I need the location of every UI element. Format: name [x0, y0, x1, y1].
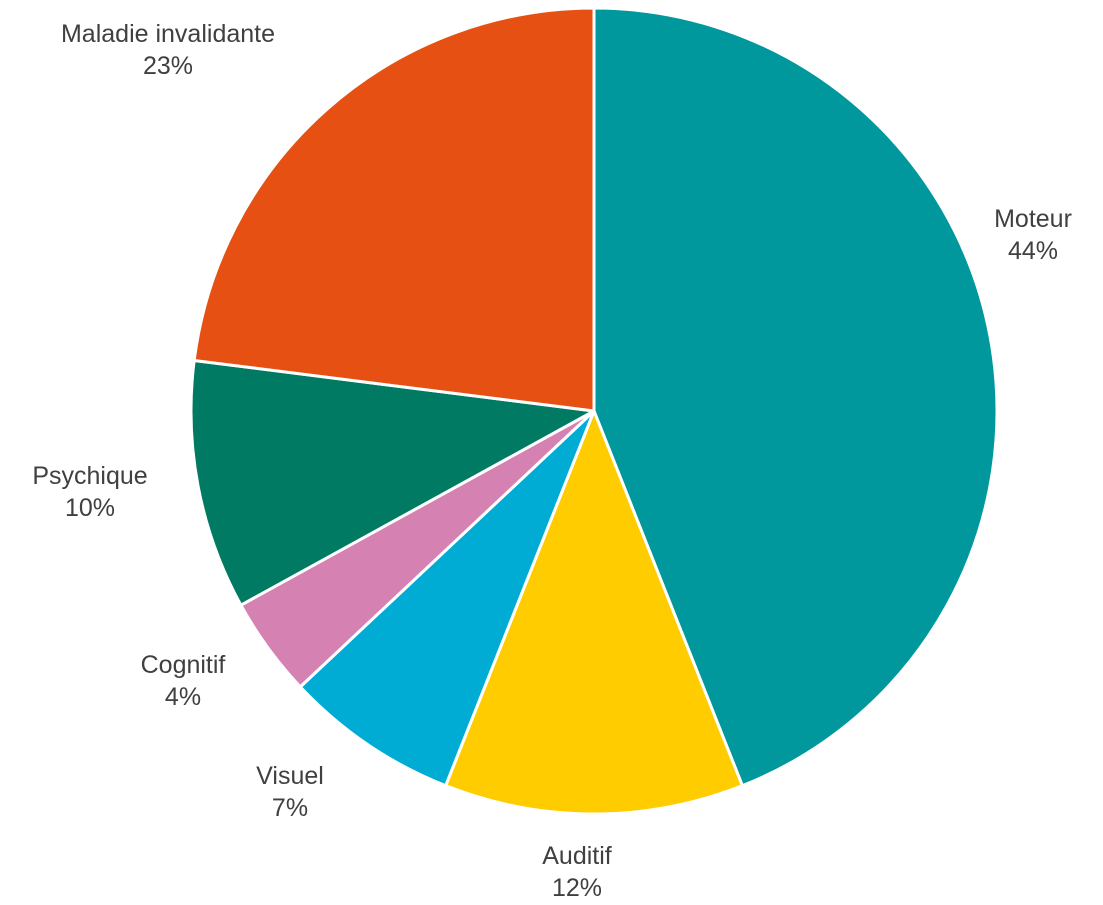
- pie-slice-moteur: [592, 6, 999, 788]
- pie-slice-psychique: [189, 358, 596, 607]
- slice-label-name: Maladie invalidante: [60, 20, 276, 48]
- slice-label-name: Moteur: [994, 205, 1072, 233]
- slice-label-maladie-invalidante: Maladie invalidante 23%: [61, 18, 275, 82]
- slice-label-name: Psychique: [32, 462, 148, 490]
- slice-label-visuel: Visuel 7%: [256, 760, 324, 824]
- slice-label-value: 23%: [142, 52, 194, 80]
- slice-label-value: 4%: [164, 683, 202, 711]
- slice-label-value: 10%: [64, 494, 116, 522]
- slice-label-auditif: Auditif 12%: [542, 840, 611, 904]
- slice-label-name: Cognitif: [140, 651, 226, 679]
- slice-label-value: 12%: [551, 874, 603, 902]
- slice-label-name: Visuel: [256, 762, 324, 790]
- pie-slice-visuel: [298, 409, 596, 788]
- pie-slice-maladie-invalidante: [192, 6, 596, 413]
- slice-label-psychique: Psychique 10%: [32, 460, 147, 524]
- slice-label-name: Auditif: [542, 842, 612, 870]
- slice-label-value: 44%: [1007, 237, 1059, 265]
- slice-label-value: 7%: [271, 794, 309, 822]
- pie-slice-auditif: [444, 409, 744, 816]
- slice-label-moteur: Moteur 44%: [994, 203, 1072, 267]
- slice-label-cognitif: Cognitif 4%: [141, 649, 226, 713]
